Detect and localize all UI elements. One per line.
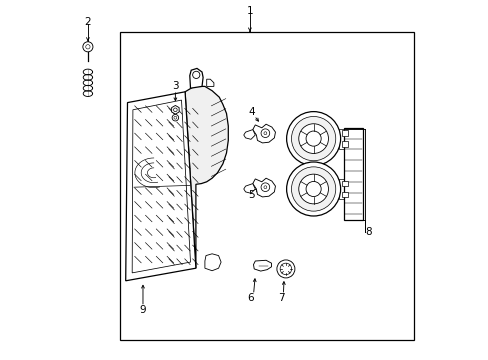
Text: 4: 4 <box>248 107 254 117</box>
Circle shape <box>298 174 328 204</box>
Circle shape <box>280 263 291 275</box>
Circle shape <box>264 132 266 135</box>
Polygon shape <box>189 68 203 88</box>
Polygon shape <box>252 124 275 143</box>
Circle shape <box>264 186 266 189</box>
Polygon shape <box>244 130 255 139</box>
Circle shape <box>298 124 328 153</box>
Polygon shape <box>338 129 343 149</box>
Polygon shape <box>341 130 347 136</box>
Circle shape <box>261 129 269 138</box>
Text: 9: 9 <box>140 305 146 315</box>
Circle shape <box>305 181 321 197</box>
Polygon shape <box>341 141 347 147</box>
Circle shape <box>286 112 340 166</box>
Circle shape <box>276 260 294 278</box>
Text: 3: 3 <box>172 81 178 91</box>
Bar <box>343 128 363 220</box>
Text: 8: 8 <box>365 227 371 237</box>
Bar <box>120 32 413 340</box>
Text: 2: 2 <box>84 17 91 27</box>
Text: 7: 7 <box>278 293 285 303</box>
Polygon shape <box>206 79 213 86</box>
Circle shape <box>305 131 321 146</box>
Circle shape <box>261 183 269 192</box>
Polygon shape <box>341 181 347 186</box>
Polygon shape <box>171 105 179 114</box>
Polygon shape <box>338 179 343 199</box>
Text: 5: 5 <box>248 190 254 200</box>
Circle shape <box>291 117 335 161</box>
Polygon shape <box>125 92 196 281</box>
Circle shape <box>82 42 93 52</box>
Polygon shape <box>252 178 275 197</box>
Polygon shape <box>185 86 228 268</box>
Circle shape <box>291 167 335 211</box>
Text: 1: 1 <box>246 6 253 16</box>
Polygon shape <box>204 254 221 271</box>
Circle shape <box>173 108 177 112</box>
Polygon shape <box>253 260 271 271</box>
Circle shape <box>172 114 178 121</box>
Text: 6: 6 <box>247 293 254 303</box>
Circle shape <box>192 71 200 78</box>
Circle shape <box>174 116 177 119</box>
Polygon shape <box>244 184 255 193</box>
Circle shape <box>85 45 90 49</box>
Polygon shape <box>341 192 347 197</box>
Circle shape <box>286 162 340 216</box>
